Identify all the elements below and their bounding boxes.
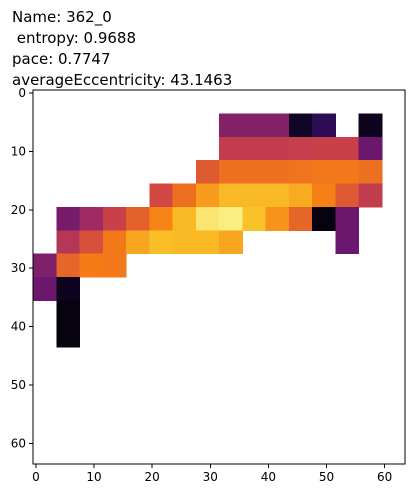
x-tick-label: 30 <box>203 470 218 484</box>
x-tick-label: 20 <box>145 470 160 484</box>
x-tick-label: 10 <box>86 470 101 484</box>
cell <box>265 206 290 231</box>
y-tick-label: 60 <box>11 437 26 451</box>
x-tick-label: 0 <box>32 470 40 484</box>
plot-frame <box>32 89 406 465</box>
title-line: Name: 362_0 <box>12 8 112 27</box>
cell <box>242 206 266 231</box>
y-tick-label: 30 <box>11 261 26 275</box>
cell <box>172 230 197 255</box>
cell <box>265 183 290 208</box>
cell <box>242 160 266 184</box>
cell <box>126 230 150 255</box>
cell <box>358 136 383 161</box>
cell <box>219 183 243 208</box>
cell <box>56 300 80 325</box>
cell <box>288 206 313 231</box>
cell <box>102 206 127 231</box>
cell <box>242 183 266 208</box>
y-tick-label: 0 <box>18 86 26 100</box>
title-line: entropy: 0.9688 <box>12 29 136 47</box>
y-tick-label: 50 <box>11 378 26 392</box>
cell <box>79 230 104 255</box>
cell <box>102 253 127 278</box>
cell <box>335 160 359 184</box>
cell <box>335 136 359 161</box>
cell <box>79 206 104 231</box>
cell <box>33 277 57 301</box>
cell <box>265 136 290 161</box>
cell <box>56 277 80 301</box>
cell <box>126 206 150 231</box>
y-tick-label: 20 <box>11 203 26 217</box>
cell <box>219 136 243 161</box>
x-tick-label: 60 <box>377 470 392 484</box>
cell <box>195 183 220 208</box>
cell <box>358 160 383 184</box>
cell <box>335 183 359 208</box>
cell <box>335 206 359 231</box>
cell <box>56 230 80 255</box>
cell <box>102 230 127 255</box>
cell <box>312 206 336 231</box>
cell <box>56 253 80 278</box>
cell <box>219 160 243 184</box>
cell <box>149 206 173 231</box>
cell <box>265 160 290 184</box>
cell <box>149 230 173 255</box>
cell <box>56 323 80 348</box>
cell <box>33 253 57 278</box>
cell <box>79 253 104 278</box>
cell <box>358 113 383 138</box>
cell <box>172 206 197 231</box>
cell <box>265 113 290 138</box>
cell <box>312 136 336 161</box>
cell <box>288 136 313 161</box>
cell <box>219 230 243 255</box>
x-tick-label: 40 <box>261 470 276 484</box>
cell <box>312 160 336 184</box>
cell <box>358 183 383 208</box>
cell <box>149 183 173 208</box>
cell <box>288 183 313 208</box>
x-tick-label: 50 <box>319 470 334 484</box>
cell <box>195 160 220 184</box>
cell <box>56 206 80 231</box>
cell <box>219 206 243 231</box>
cell <box>219 113 243 138</box>
cell <box>242 113 266 138</box>
cell <box>195 230 220 255</box>
y-tick-label: 40 <box>11 320 26 334</box>
cell <box>312 183 336 208</box>
cell <box>172 183 197 208</box>
cell <box>312 113 336 138</box>
title-line: pace: 0.7747 <box>12 50 111 68</box>
cell <box>288 160 313 184</box>
title-line: averageEccentricity: 43.1463 <box>12 71 232 89</box>
cell <box>195 206 220 231</box>
y-tick-label: 10 <box>11 144 26 158</box>
cell <box>335 230 359 255</box>
cell <box>288 113 313 138</box>
cell <box>242 136 266 161</box>
